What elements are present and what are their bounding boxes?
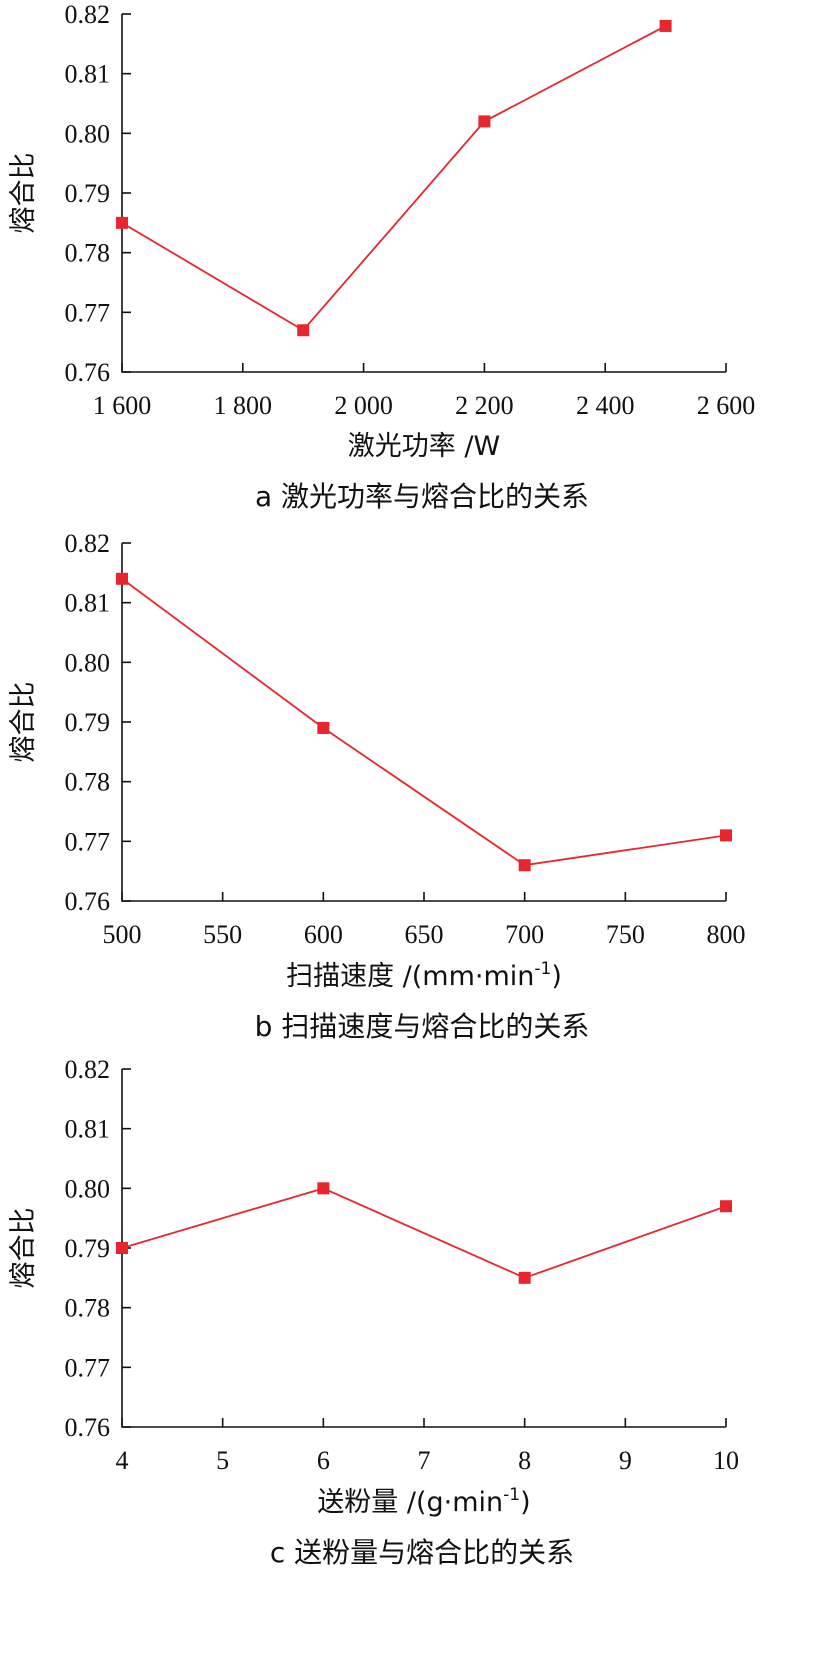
x-tick-label: 10 bbox=[713, 1446, 739, 1475]
x-tick-label: 600 bbox=[304, 920, 343, 949]
y-tick-label: 0.79 bbox=[65, 1234, 111, 1263]
y-tick-label: 0.82 bbox=[65, 1055, 111, 1084]
y-tick-label: 0.79 bbox=[65, 179, 111, 208]
x-tick-label: 2 200 bbox=[455, 391, 514, 420]
series-line bbox=[121, 578, 727, 867]
x-axis-label-main: 激光功率 /W bbox=[348, 431, 500, 462]
x-tick-label: 800 bbox=[707, 920, 746, 949]
axis-lines bbox=[121, 14, 726, 373]
data-point-marker bbox=[116, 572, 128, 585]
x-axis-label-superscript: -1 bbox=[534, 959, 551, 979]
data-point-marker bbox=[116, 216, 128, 229]
chart-panel-3: 0.76 0.77 0.78 0.79 0.80 0.81 0.82 4 5 6 7 8 9 10 熔合比送… bbox=[8, 1055, 739, 1569]
panel-caption: b 扫描速度与熔合比的关系 bbox=[255, 1010, 590, 1043]
data-point-marker bbox=[317, 721, 330, 734]
x-tick-label: 6 bbox=[317, 1446, 330, 1475]
y-tick-label: 0.78 bbox=[65, 1294, 111, 1323]
x-tick-label: 650 bbox=[405, 920, 444, 949]
y-tick-label: 0.77 bbox=[65, 298, 111, 327]
y-tick-label: 0.80 bbox=[65, 1174, 111, 1203]
x-tick-label: 700 bbox=[505, 920, 544, 949]
x-tick-label: 750 bbox=[606, 920, 645, 949]
x-axis-label-main: 扫描速度 /(mm·min bbox=[286, 961, 534, 992]
x-tick-label: 4 bbox=[116, 1446, 129, 1475]
y-tick-label: 0.81 bbox=[65, 589, 111, 618]
y-tick-label: 0.76 bbox=[65, 358, 111, 387]
panel-caption: c 送粉量与熔合比的关系 bbox=[270, 1536, 574, 1569]
data-point-marker bbox=[116, 1242, 128, 1254]
y-tick-label: 0.76 bbox=[65, 1413, 111, 1442]
x-axis-label-tail: ) bbox=[520, 1487, 531, 1518]
data-point-marker bbox=[297, 324, 310, 337]
y-tick-label: 0.78 bbox=[65, 239, 111, 268]
x-axis-label-main: 送粉量 /(g·min bbox=[317, 1487, 503, 1518]
y-tick-label: 0.81 bbox=[65, 60, 111, 89]
chart-panel-1: 0.76 0.77 0.78 0.79 0.80 0.81 0.82 1 600 1 800 2 … bbox=[8, 0, 755, 513]
y-tick-label: 0.78 bbox=[65, 768, 111, 797]
y-tick-label: 0.79 bbox=[65, 708, 111, 737]
series-line bbox=[121, 1187, 727, 1279]
data-point-marker bbox=[317, 1182, 330, 1195]
data-point-marker bbox=[720, 829, 732, 842]
x-axis-label-tail: ) bbox=[551, 961, 562, 992]
y-tick-label: 0.77 bbox=[65, 827, 111, 856]
x-tick-label: 7 bbox=[418, 1446, 431, 1475]
y-tick-label: 0.80 bbox=[65, 119, 111, 148]
x-tick-label: 9 bbox=[619, 1446, 632, 1475]
panel-caption: a 激光功率与熔合比的关系 bbox=[255, 480, 589, 513]
x-axis-label-superscript: -1 bbox=[503, 1485, 520, 1505]
x-tick-label: 8 bbox=[518, 1446, 531, 1475]
data-point-marker bbox=[518, 1271, 531, 1284]
y-axis-label: 熔合比 bbox=[8, 1208, 39, 1289]
chart-panel-2: 0.76 0.77 0.78 0.79 0.80 0.81 0.82 500 550 600 650… bbox=[8, 529, 746, 1043]
y-axis-label: 熔合比 bbox=[8, 153, 39, 234]
x-axis-label: 送粉量 /(g·min-1) bbox=[317, 1485, 530, 1518]
x-tick-label: 5 bbox=[216, 1446, 229, 1475]
x-axis-label: 激光功率 /W bbox=[348, 431, 500, 462]
axis-lines bbox=[121, 543, 726, 902]
data-point-marker bbox=[518, 859, 531, 872]
data-point-marker bbox=[659, 19, 672, 32]
y-axis-label: 熔合比 bbox=[8, 682, 39, 763]
axis-lines bbox=[121, 1069, 726, 1428]
x-tick-label: 500 bbox=[103, 920, 142, 949]
y-tick-label: 0.81 bbox=[65, 1115, 111, 1144]
x-tick-label: 1 600 bbox=[93, 391, 152, 420]
y-tick-label: 0.77 bbox=[65, 1353, 111, 1382]
data-point-marker bbox=[478, 115, 491, 128]
y-tick-label: 0.82 bbox=[65, 529, 111, 558]
x-tick-label: 2 000 bbox=[334, 391, 393, 420]
series-line bbox=[121, 25, 667, 332]
x-tick-label: 2 600 bbox=[697, 391, 756, 420]
x-tick-label: 1 800 bbox=[214, 391, 273, 420]
y-tick-label: 0.80 bbox=[65, 648, 111, 677]
x-tick-label: 550 bbox=[203, 920, 242, 949]
y-tick-label: 0.82 bbox=[65, 0, 111, 29]
x-tick-label: 2 400 bbox=[576, 391, 635, 420]
data-point-marker bbox=[720, 1200, 732, 1213]
x-axis-label: 扫描速度 /(mm·min-1) bbox=[286, 959, 562, 992]
y-tick-label: 0.76 bbox=[65, 887, 111, 916]
